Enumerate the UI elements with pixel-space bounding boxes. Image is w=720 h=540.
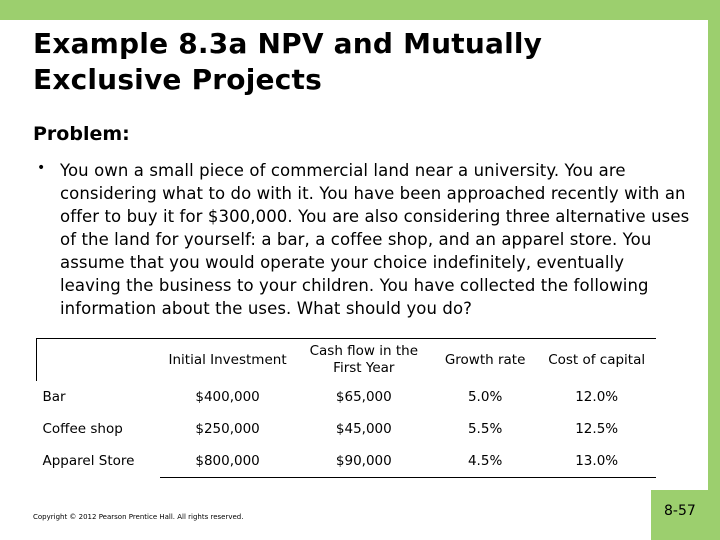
top-accent-bar [0,0,720,20]
copyright-notice: Copyright © 2012 Pearson Prentice Hall. … [33,513,244,521]
page-number-badge [651,490,720,540]
table-header-row: Initial Investment Cash flow in the Firs… [36,338,656,381]
table-cell: $45,000 [335,421,392,437]
table-cell: $400,000 [195,389,260,405]
table-cell: 5.0% [467,389,503,405]
table-row: Bar $400,000 $65,000 5.0% 12.0% [37,381,657,413]
bullet-icon: • [37,160,46,176]
table-cell: $65,000 [335,389,392,405]
table-header-cell: Cash flow in the First Year [294,338,433,381]
table-row: Apparel Store $800,000 $90,000 4.5% 13.0… [37,445,656,478]
table-cell: 12.5% [575,421,619,437]
problem-text: You own a small piece of commercial land… [60,161,690,318]
project-data-table: Initial Investment Cash flow in the Firs… [36,338,656,478]
row-label: Apparel Store [42,453,135,470]
table-cell: $800,000 [160,445,295,478]
page-number: 8-57 [664,503,696,519]
right-accent-bar [708,0,720,540]
table-header-cell [36,338,161,381]
table-cell: 12.0% [575,389,619,405]
table-cell: $250,000 [195,421,260,437]
table-row: Coffee shop $250,000 $45,000 5.5% 12.5% [37,413,657,445]
row-label: Coffee shop [42,421,123,437]
row-label: Bar [42,389,66,405]
table-header-cell: Cost of capital [537,338,656,381]
table-cell: 5.5% [467,421,503,437]
table-header-cell: Initial Investment [160,338,295,381]
table-header-cell: Growth rate [432,338,538,381]
problem-heading: Problem: [33,123,130,145]
table-cell: 13.0% [537,445,656,478]
slide-title: Example 8.3a NPV and Mutually Exclusive … [33,27,543,96]
table-cell: 4.5% [432,445,538,478]
table-cell: $90,000 [294,445,433,478]
